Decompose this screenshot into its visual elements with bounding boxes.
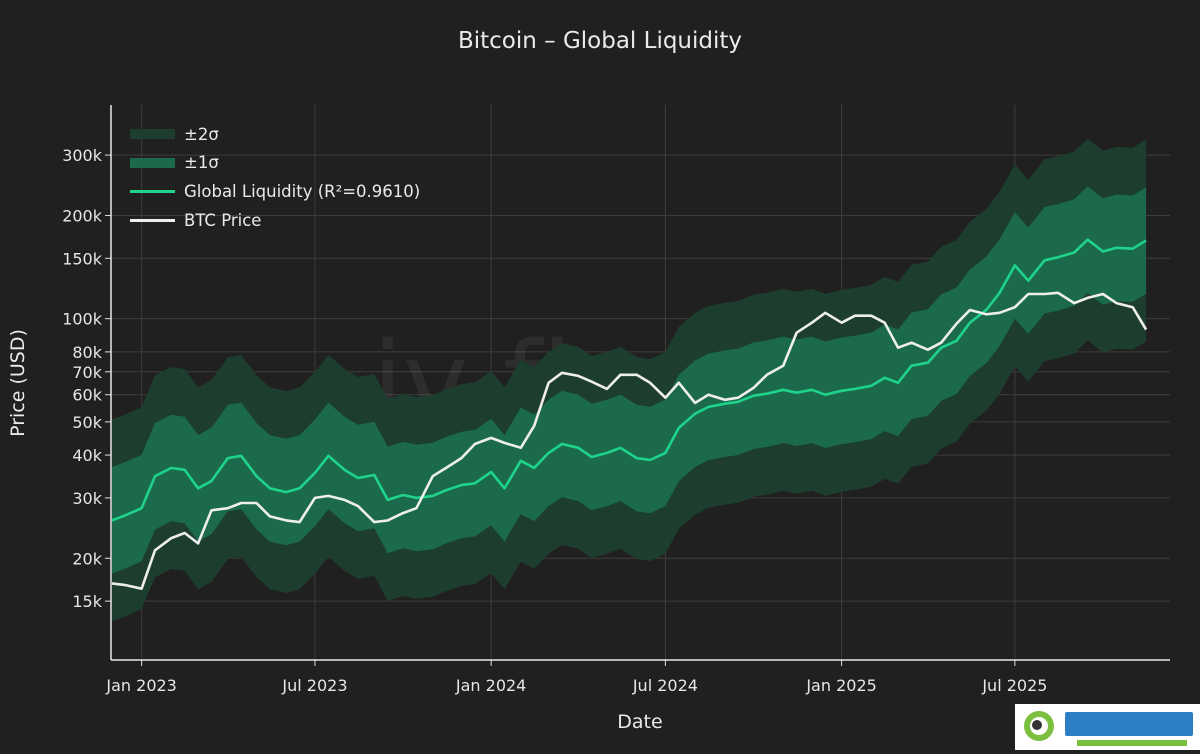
x-tick-label: Jul 2023 [281, 676, 347, 695]
y-tick-label: 40k [72, 446, 102, 465]
x-tick-label: Jan 2024 [455, 676, 526, 695]
y-tick-label: 20k [72, 549, 102, 568]
x-axis-label: Date [617, 711, 663, 733]
y-tick-label: 50k [72, 413, 102, 432]
y-axis-label: Price (USD) [7, 329, 29, 437]
legend-item-global-liquidity[interactable]: Global Liquidity (R²=0.9610) [130, 177, 420, 206]
btc-price-line [111, 291, 1148, 591]
y-tick-label: 80k [72, 343, 102, 362]
y-tick-label: 30k [72, 489, 102, 508]
y-tick-label: 150k [62, 249, 103, 268]
legend-label: Global Liquidity (R²=0.9610) [184, 181, 421, 201]
legend-swatch [130, 218, 175, 222]
chart-title: Bitcoin – Global Liquidity [457, 28, 743, 54]
legend-label: BTC Price [184, 210, 262, 230]
legend-label: ±2σ [184, 124, 219, 144]
legend-item-btc-price[interactable]: BTC Price [130, 206, 420, 235]
y-tick-label: 200k [62, 206, 103, 225]
legend: ±2σ ±1σ Global Liquidity (R²=0.9610) BTC… [130, 120, 420, 234]
x-tick-label: Jan 2023 [105, 676, 176, 695]
y-tick-label: 60k [72, 386, 102, 405]
x-tick-label: Jul 2025 [981, 676, 1047, 695]
y-tick-label: 300k [62, 146, 103, 165]
series-lines [111, 238, 1148, 591]
y-tick-label: 100k [62, 310, 103, 329]
global-liquidity-line [111, 238, 1147, 522]
site-logo [1015, 704, 1200, 750]
legend-swatch [130, 129, 175, 140]
legend-item-2sigma[interactable]: ±2σ [130, 120, 420, 149]
y-tick-label: 15k [72, 592, 102, 611]
legend-item-1sigma[interactable]: ±1σ [130, 149, 420, 178]
logo-image [1024, 711, 1193, 746]
legend-swatch [130, 189, 175, 193]
x-tick-label: Jan 2025 [805, 676, 876, 695]
legend-label: ±1σ [184, 153, 219, 173]
y-tick-label: 70k [72, 363, 102, 382]
x-tick-label: Jul 2024 [632, 676, 698, 695]
legend-swatch [130, 157, 175, 168]
